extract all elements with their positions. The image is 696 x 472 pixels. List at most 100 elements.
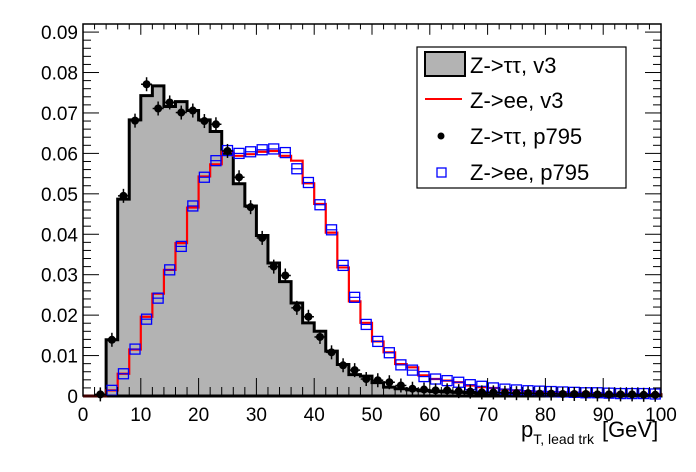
legend-marker-tautau-p795 — [437, 132, 445, 140]
marker-tautau-p795 — [177, 108, 186, 117]
marker-tautau-p795 — [604, 390, 613, 399]
legend-label-tautau-p795: Z->ττ, p795 — [470, 124, 582, 149]
marker-ee-p795 — [360, 318, 372, 331]
marker-tautau-p795 — [119, 191, 128, 200]
marker-tautau-p795 — [96, 390, 105, 399]
marker-tautau-p795 — [107, 335, 116, 344]
marker-tautau-p795 — [304, 312, 313, 321]
marker-ee-p795 — [164, 264, 176, 276]
marker-tautau-p795 — [477, 388, 486, 397]
marker-tautau-p795 — [408, 384, 417, 393]
y-tick-label: 0.02 — [41, 306, 78, 327]
axes: 0 10 20 30 40 50 60 70 80 90 100 0 0.01 0.02 0.03 0.04 0… — [41, 23, 677, 426]
marker-tautau-p795 — [246, 203, 255, 212]
legend-label-ee-v3: Z->ee, v3 — [470, 88, 564, 113]
marker-ee-p795 — [383, 347, 395, 359]
x-tick-label: 100 — [645, 405, 677, 426]
x-tick-label: 80 — [535, 405, 556, 426]
marker-tautau-p795 — [200, 117, 209, 126]
y-tick-label: 0.07 — [41, 104, 78, 125]
marker-tautau-p795 — [292, 303, 301, 312]
marker-ee-p795 — [210, 155, 222, 167]
x-axis-title: pT, lead trk [GeV] — [521, 417, 658, 447]
marker-tautau-p795 — [616, 390, 625, 399]
x-tick-label: 70 — [477, 405, 498, 426]
marker-tautau-p795 — [651, 390, 660, 399]
y-tick-label: 0.06 — [41, 144, 78, 165]
marker-tautau-p795 — [524, 389, 533, 398]
marker-ee-p795 — [395, 359, 407, 371]
marker-ee-p795 — [349, 291, 361, 303]
marker-ee-p795 — [406, 364, 419, 376]
y-tick-label: 0.05 — [41, 185, 78, 206]
legend-swatch-tautau-v3 — [424, 51, 466, 77]
marker-tautau-p795 — [454, 387, 463, 396]
marker-ee-p795 — [314, 199, 326, 211]
x-tick-label: 60 — [419, 405, 440, 426]
marker-tautau-p795 — [154, 104, 163, 113]
plot-area — [83, 77, 663, 402]
marker-ee-p795 — [117, 368, 130, 380]
y-tick-label: 0.03 — [41, 266, 78, 287]
marker-tautau-p795 — [235, 173, 244, 182]
marker-tautau-p795 — [188, 106, 197, 115]
marker-ee-p795 — [175, 240, 187, 253]
legend-marker-ee-p795 — [436, 167, 447, 178]
x-tick-label: 90 — [593, 405, 614, 426]
marker-ee-p795 — [233, 147, 245, 160]
marker-tautau-p795 — [512, 389, 521, 398]
marker-ee-p795 — [256, 144, 268, 156]
marker-tautau-p795 — [489, 388, 498, 397]
marker-tautau-p795 — [223, 146, 232, 155]
y-tick-label: 0.04 — [41, 225, 78, 246]
marker-tautau-p795 — [362, 375, 371, 384]
marker-tautau-p795 — [258, 233, 267, 242]
x-tick-label: 30 — [246, 405, 267, 426]
marker-ee-p795 — [279, 146, 291, 159]
x-tick-label: 20 — [188, 405, 209, 426]
marker-tautau-p795 — [396, 381, 405, 390]
marker-tautau-p795 — [570, 389, 579, 398]
marker-tautau-p795 — [269, 262, 278, 271]
x-tick-label: 50 — [361, 405, 382, 426]
marker-tautau-p795 — [639, 390, 648, 399]
x-tick-label: 10 — [130, 405, 151, 426]
marker-tautau-p795 — [373, 376, 382, 385]
marker-tautau-p795 — [165, 98, 174, 107]
marker-tautau-p795 — [628, 390, 637, 399]
marker-ee-p795 — [152, 292, 164, 304]
x-axis-title-unit: [GeV] — [602, 417, 658, 442]
legend-label-tautau-v3: Z->ττ, v3 — [470, 53, 556, 78]
marker-tautau-p795 — [420, 385, 429, 394]
marker-tautau-p795 — [466, 387, 475, 396]
marker-tautau-p795 — [443, 386, 452, 395]
marker-tautau-p795 — [315, 332, 324, 341]
y-tick-label: 0.01 — [41, 347, 78, 368]
marker-tautau-p795 — [385, 378, 394, 387]
marker-ee-p795 — [337, 259, 349, 272]
marker-ee-p795 — [198, 171, 211, 183]
x-tick-label: 40 — [304, 405, 325, 426]
marker-tautau-p795 — [327, 348, 336, 357]
marker-ee-p795 — [325, 224, 338, 236]
marker-tautau-p795 — [339, 361, 348, 370]
marker-tautau-p795 — [211, 120, 220, 129]
y-tick-label: 0.09 — [41, 23, 78, 44]
marker-ee-p795 — [187, 200, 199, 212]
marker-tautau-p795 — [558, 389, 567, 398]
marker-tautau-p795 — [593, 390, 602, 399]
y-tick-label: 0.08 — [41, 64, 78, 85]
marker-ee-p795 — [302, 176, 315, 189]
marker-ee-p795 — [429, 373, 442, 385]
x-axis-title-base: p — [521, 417, 533, 442]
marker-ee-p795 — [291, 163, 303, 175]
marker-tautau-p795 — [142, 80, 151, 89]
marker-tautau-p795 — [281, 271, 290, 280]
marker-tautau-p795 — [581, 389, 590, 398]
marker-ee-p795 — [140, 313, 153, 325]
legend: Z->ττ, v3 Z->ee, v3 Z->ττ, p795 Z->ee, p… — [416, 46, 627, 189]
x-tick-label: 0 — [78, 405, 89, 426]
marker-ee-p795 — [106, 384, 118, 396]
marker-tautau-p795 — [131, 116, 140, 125]
